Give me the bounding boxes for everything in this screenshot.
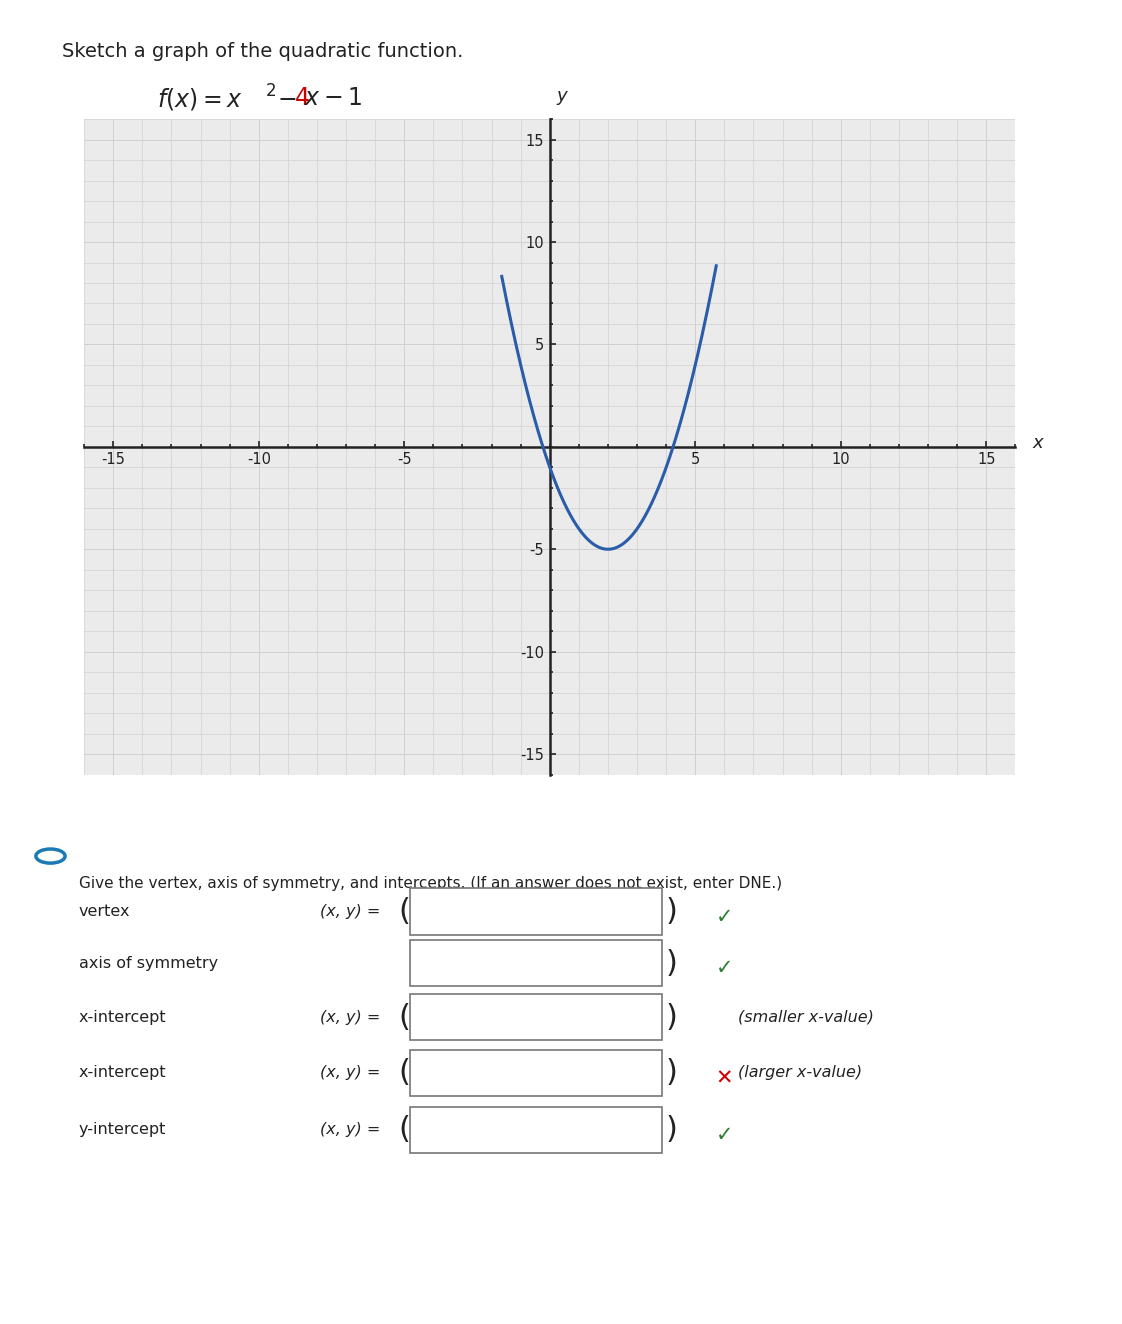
Text: y: y	[557, 87, 567, 105]
Text: $f(x) = x$: $f(x) = x$	[157, 86, 243, 113]
FancyBboxPatch shape	[410, 1107, 662, 1153]
Text: (x, y) =: (x, y) =	[320, 1123, 380, 1137]
Text: (: (	[398, 1058, 411, 1087]
FancyBboxPatch shape	[410, 888, 662, 935]
Text: (x, y) =: (x, y) =	[320, 904, 380, 919]
Text: (x, y) =: (x, y) =	[320, 1010, 380, 1025]
Text: ✓: ✓	[716, 1125, 734, 1145]
Text: ): )	[665, 1058, 678, 1087]
Text: (: (	[398, 896, 411, 925]
FancyBboxPatch shape	[410, 940, 662, 986]
Text: x: x	[1033, 434, 1043, 451]
Text: x = 2: x = 2	[429, 953, 479, 973]
Text: (smaller x-value): (smaller x-value)	[738, 1010, 874, 1025]
Text: $-$: $-$	[277, 86, 296, 110]
Text: Sketch a graph of the quadratic function.: Sketch a graph of the quadratic function…	[62, 42, 463, 61]
Text: vertex: vertex	[79, 904, 130, 919]
Text: ): )	[665, 1002, 678, 1031]
FancyBboxPatch shape	[410, 994, 662, 1041]
Text: ): )	[665, 1115, 678, 1144]
Text: axis of symmetry: axis of symmetry	[79, 956, 218, 970]
Text: (larger x-value): (larger x-value)	[738, 1066, 863, 1080]
Text: (x, y) =: (x, y) =	[320, 1066, 380, 1080]
Text: x-intercept: x-intercept	[79, 1066, 166, 1080]
Text: $2$: $2$	[265, 82, 276, 101]
Text: y-intercept: y-intercept	[79, 1123, 166, 1137]
Text: ): )	[665, 896, 678, 925]
FancyBboxPatch shape	[410, 1050, 662, 1096]
Text: ✕: ✕	[716, 1068, 734, 1088]
Text: Give the vertex, axis of symmetry, and intercepts. (If an answer does not exist,: Give the vertex, axis of symmetry, and i…	[79, 876, 782, 891]
Text: ): )	[665, 948, 678, 977]
Text: (: (	[398, 1115, 411, 1144]
Text: (: (	[398, 1002, 411, 1031]
Text: ✓: ✓	[716, 907, 734, 927]
Text: $x - 1$: $x - 1$	[304, 86, 362, 110]
Text: 0,  − 1: 0, − 1	[429, 1120, 493, 1139]
Text: ✓: ✓	[716, 959, 734, 978]
Text: $4$: $4$	[294, 86, 310, 110]
Text: x-intercept: x-intercept	[79, 1010, 166, 1025]
Text: 2,  − 5: 2, − 5	[429, 902, 493, 922]
